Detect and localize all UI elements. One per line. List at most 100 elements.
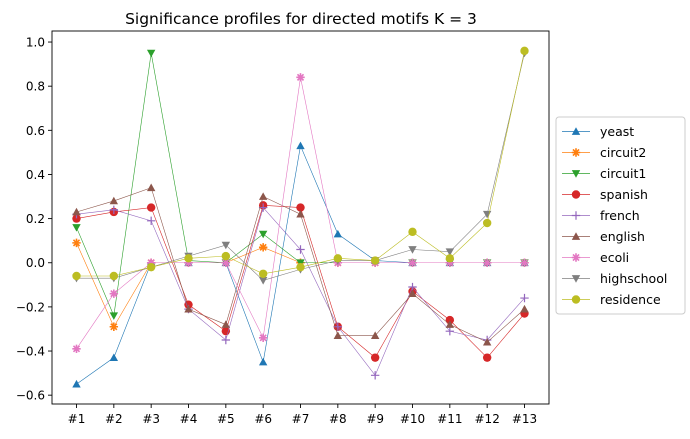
data-point [258, 269, 268, 278]
data-point [520, 293, 529, 303]
legend-label: circuit2 [600, 145, 646, 160]
data-point [408, 246, 417, 254]
series-line [76, 50, 525, 277]
data-point [333, 331, 343, 339]
data-point [370, 353, 380, 362]
series-line [76, 242, 525, 328]
data-point [258, 192, 268, 200]
legend-box [555, 116, 686, 315]
data-point [72, 207, 81, 216]
legend-label: french [600, 208, 640, 223]
data-point [333, 229, 343, 238]
legend-entry: residence [562, 292, 661, 307]
series-circuit1 [72, 49, 529, 320]
data-point [109, 196, 119, 205]
data-point [258, 357, 268, 366]
legend-entry: french [562, 208, 640, 223]
data-point [72, 271, 81, 281]
x-tick-label: #11 [437, 412, 462, 426]
data-point [258, 333, 268, 342]
data-point [408, 227, 417, 237]
x-tick-label: #9 [366, 412, 384, 426]
data-point [146, 49, 156, 58]
data-point [221, 326, 231, 336]
legend-entry: yeast [562, 124, 634, 139]
series-line [76, 53, 525, 317]
legend-label: circuit1 [600, 166, 646, 181]
x-tick-label: #5 [217, 412, 235, 426]
data-point [72, 379, 81, 388]
data-point [296, 203, 305, 212]
data-point [221, 258, 231, 267]
data-point [72, 214, 81, 223]
y-tick-label: 0.0 [26, 256, 45, 270]
data-point [445, 326, 455, 336]
x-tick-label: #1 [68, 412, 86, 426]
data-point [482, 218, 492, 228]
data-point [571, 232, 581, 240]
data-point [571, 295, 581, 304]
legend-label: residence [600, 292, 661, 307]
data-point [146, 258, 156, 267]
data-point [571, 211, 581, 220]
y-tick-label: 1.0 [26, 36, 45, 50]
data-point [482, 353, 492, 362]
data-point [370, 256, 380, 265]
data-point [408, 289, 417, 298]
x-tick-label: #3 [142, 412, 160, 426]
data-point [482, 258, 492, 267]
legend-entry: highschool [562, 271, 667, 286]
data-point [72, 238, 81, 248]
x-tick-label: #6 [254, 412, 272, 426]
x-tick-label: #4 [180, 412, 198, 426]
data-point [258, 243, 268, 252]
data-point [146, 216, 156, 226]
data-point [109, 205, 119, 214]
legend-label: highschool [600, 271, 667, 286]
legend-entry: circuit1 [562, 166, 646, 181]
legend: yeast circuit2 circuit1 spanish french englis… [555, 116, 686, 315]
legend-entry: spanish [562, 187, 648, 202]
data-point [445, 254, 455, 263]
y-tick-label: −0.2 [16, 300, 45, 314]
x-tick-label: #10 [400, 412, 425, 426]
data-point [571, 190, 581, 199]
data-point [221, 320, 231, 328]
series-line [76, 206, 525, 376]
data-point [146, 203, 156, 212]
legend-entry: ecoli [562, 250, 629, 265]
legend-label: spanish [600, 187, 648, 202]
data-point [72, 224, 81, 232]
data-point [445, 258, 455, 267]
x-tick-label: #13 [512, 412, 537, 426]
data-point [258, 277, 268, 285]
data-point [445, 315, 455, 325]
y-tick-label: 0.6 [26, 124, 45, 138]
data-point [571, 148, 581, 157]
data-point [258, 230, 268, 239]
legend-label: ecoli [600, 250, 629, 265]
legend-entry: circuit2 [562, 145, 646, 160]
x-tick-label: #7 [292, 412, 310, 426]
data-point [482, 338, 492, 346]
y-tick-label: 0.8 [26, 80, 45, 94]
series-spanish [72, 201, 529, 362]
data-point [296, 262, 305, 272]
data-point [370, 371, 380, 380]
data-point [221, 251, 231, 261]
chart-title: Significance profiles for directed motif… [125, 10, 477, 28]
data-point [333, 254, 343, 263]
plot-area [72, 46, 529, 388]
x-tick-label: #2 [105, 412, 123, 426]
data-point [146, 262, 156, 272]
data-point [221, 241, 231, 250]
y-tick-label: −0.6 [16, 389, 45, 403]
data-point [370, 331, 380, 339]
data-point [520, 46, 529, 56]
data-point [296, 245, 305, 254]
data-point [296, 209, 305, 218]
data-point [296, 141, 305, 150]
data-point [296, 73, 305, 82]
data-point [72, 344, 81, 354]
